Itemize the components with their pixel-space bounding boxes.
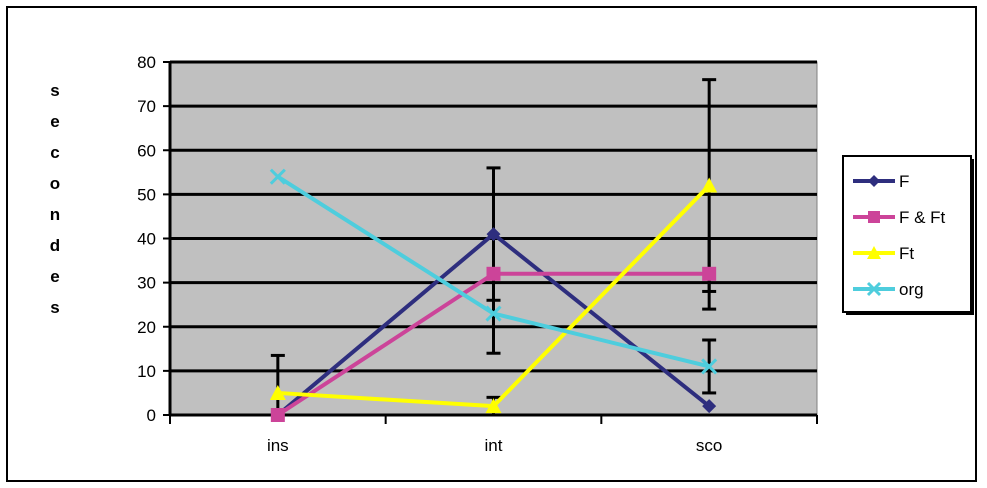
y-tick-label: 10 <box>137 362 156 381</box>
legend-label: F <box>899 172 909 191</box>
y-tick-label: 20 <box>137 318 156 337</box>
data-point <box>701 358 718 375</box>
x-tick-label: ins <box>267 436 289 455</box>
legend-label: org <box>899 280 924 299</box>
y-axis-label-letter: c <box>50 143 59 162</box>
data-point <box>485 398 502 414</box>
legend-marker <box>866 281 882 297</box>
y-axis-label-letter: n <box>50 205 60 224</box>
y-axis-label-letter: d <box>50 236 60 255</box>
y-tick-label: 0 <box>147 406 156 425</box>
y-axis-label-letter: e <box>50 267 59 286</box>
y-axis-label-letter: s <box>50 298 59 317</box>
legend-label: F & Ft <box>899 208 946 227</box>
y-tick-label: 70 <box>137 97 156 116</box>
data-point <box>269 168 286 185</box>
data-point <box>702 399 717 414</box>
legend-marker <box>867 246 881 259</box>
legend-label: Ft <box>899 244 914 263</box>
y-tick-label: 50 <box>137 185 156 204</box>
x-tick-label: sco <box>696 436 722 455</box>
y-tick-label: 30 <box>137 274 156 293</box>
series-markers <box>269 168 718 422</box>
data-point <box>485 305 502 322</box>
y-tick-label: 80 <box>137 53 156 72</box>
legend: F F & Ft Ft org <box>842 155 974 315</box>
legend-marker <box>868 175 880 187</box>
data-point <box>702 266 717 281</box>
y-tick-label: 40 <box>137 230 156 249</box>
y-axis-label-letter: s <box>50 81 59 100</box>
y-tick-label: 60 <box>137 141 156 160</box>
data-point <box>486 227 501 242</box>
data-point <box>270 408 285 422</box>
data-point <box>269 384 286 400</box>
y-axis-label-letter: o <box>50 174 60 193</box>
y-axis-label-letter: e <box>50 112 59 131</box>
data-point <box>701 177 718 193</box>
data-point <box>486 266 501 281</box>
x-tick-label: int <box>485 436 503 455</box>
legend-marker <box>868 211 880 223</box>
